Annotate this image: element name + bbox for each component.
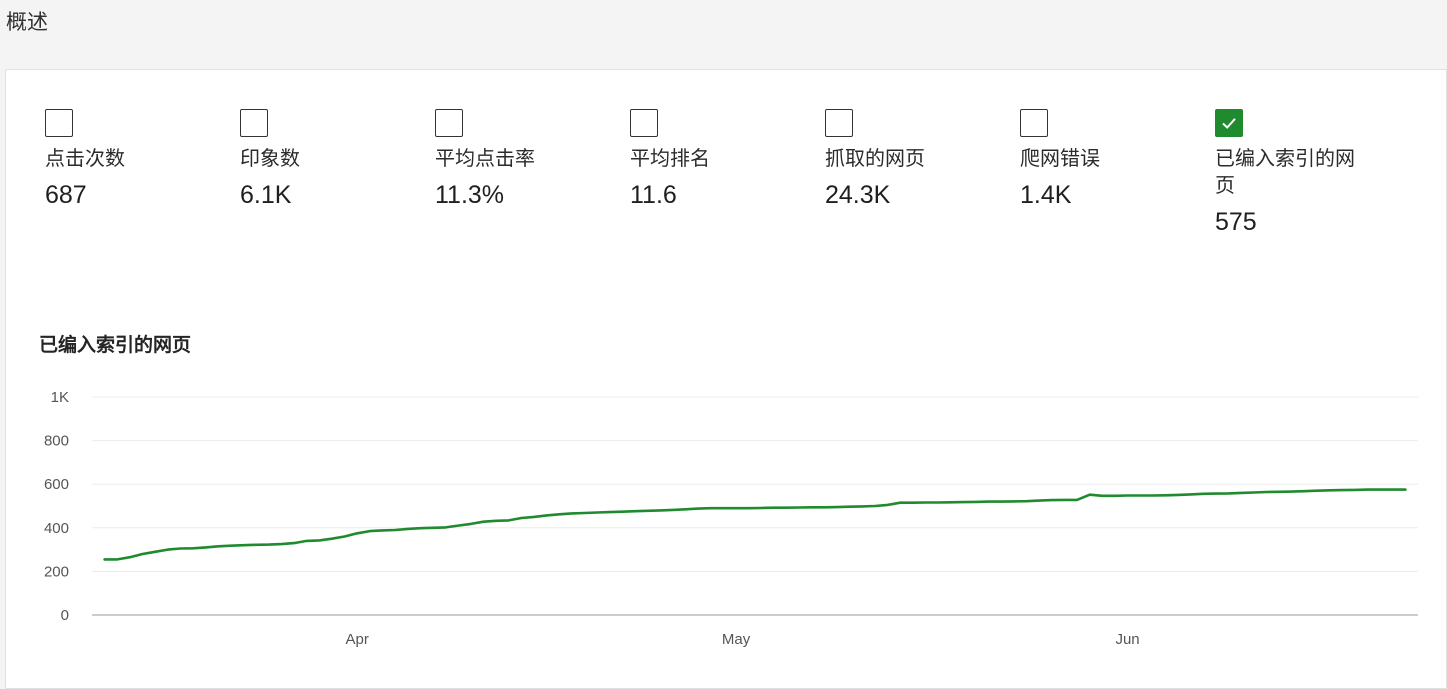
overview-card: 点击次数 687 印象数 6.1K 平均点击率 11.3% 平均排名 11.6 … (5, 69, 1447, 689)
y-tick-label: 800 (44, 433, 69, 450)
metric-crawl-errors[interactable]: 爬网错误 1.4K (1020, 109, 1180, 210)
y-tick-label: 400 (44, 520, 69, 537)
metric-label: 平均排名 (630, 146, 710, 170)
metric-label: 已编入索引的网页 (1215, 146, 1355, 197)
metric-value: 687 (45, 181, 87, 209)
x-tick-label: Apr (346, 631, 369, 648)
indexed-pages-chart: 0 200 400 600 800 1K Apr May Jun (44, 389, 1418, 648)
metric-checkbox[interactable] (435, 109, 463, 137)
metric-label: 点击次数 (45, 146, 125, 170)
chart-title: 已编入索引的网页 (39, 334, 192, 356)
metric-checkbox[interactable] (240, 109, 268, 137)
series-line (103, 488, 1407, 561)
metric-indexed-pages[interactable]: 已编入索引的网页 575 (1215, 109, 1375, 237)
metric-checkbox[interactable] (825, 109, 853, 137)
page-title: 概述 (6, 10, 48, 34)
y-tick-label: 1K (51, 389, 69, 406)
checkmark-icon (1222, 118, 1236, 129)
metric-checkbox[interactable] (1020, 109, 1048, 137)
metric-avg-ctr[interactable]: 平均点击率 11.3% (435, 109, 595, 210)
x-tick-label: Jun (1115, 631, 1139, 648)
metric-value: 575 (1215, 208, 1257, 236)
metric-value: 6.1K (240, 181, 292, 209)
metric-value: 24.3K (825, 181, 891, 209)
metric-value: 11.6 (630, 181, 677, 209)
x-tick-label: May (722, 631, 751, 648)
metric-avg-position[interactable]: 平均排名 11.6 (630, 109, 790, 210)
metric-impressions[interactable]: 印象数 6.1K (240, 109, 400, 210)
metric-label: 平均点击率 (435, 146, 535, 170)
metric-checkbox-checked[interactable] (1215, 109, 1243, 137)
metric-pages-crawled[interactable]: 抓取的网页 24.3K (825, 109, 985, 210)
metric-label: 爬网错误 (1020, 146, 1100, 170)
y-tick-label: 600 (44, 476, 69, 493)
y-tick-label: 0 (61, 607, 69, 624)
metric-checkbox[interactable] (630, 109, 658, 137)
metric-clicks[interactable]: 点击次数 687 (45, 109, 205, 210)
metric-label: 抓取的网页 (825, 146, 925, 170)
y-tick-label: 200 (44, 563, 69, 580)
metric-checkbox[interactable] (45, 109, 73, 137)
metric-value: 1.4K (1020, 181, 1072, 209)
metric-value: 11.3% (435, 181, 505, 209)
metric-label: 印象数 (240, 146, 300, 170)
